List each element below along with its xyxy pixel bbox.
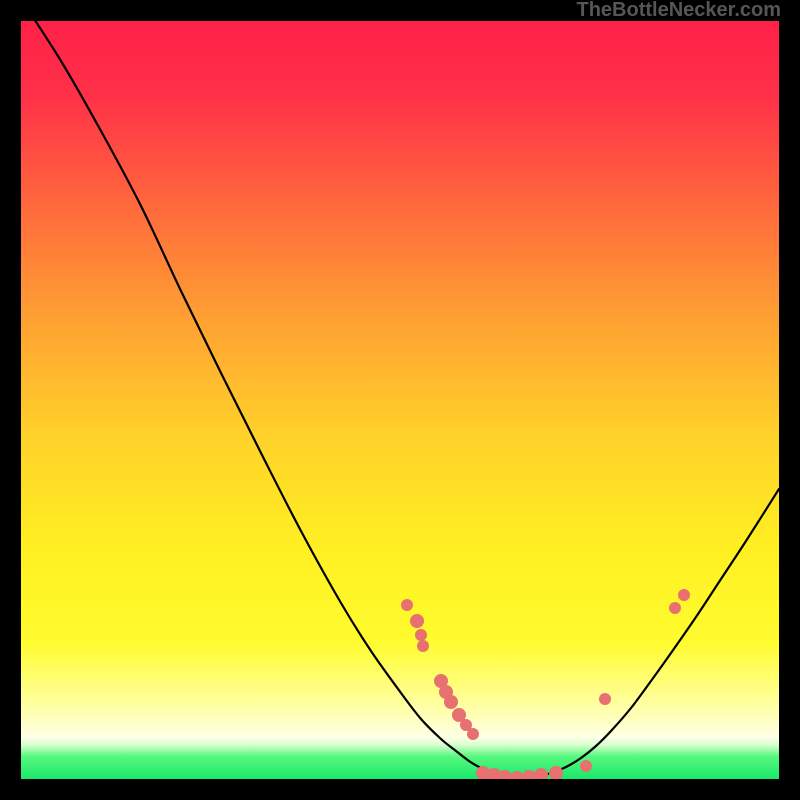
curve-marker <box>401 599 413 611</box>
watermark-text: TheBottleNecker.com <box>576 0 781 22</box>
curve-marker <box>669 602 681 614</box>
curve-marker <box>410 614 424 628</box>
curve-marker <box>467 728 479 740</box>
chart-background <box>21 21 779 779</box>
curve-marker <box>444 695 458 709</box>
curve-marker <box>415 629 427 641</box>
chart-svg <box>21 21 779 779</box>
chart-plot-area <box>21 21 779 779</box>
curve-marker <box>678 589 690 601</box>
curve-marker <box>580 760 592 772</box>
curve-marker <box>417 640 429 652</box>
curve-marker <box>599 693 611 705</box>
